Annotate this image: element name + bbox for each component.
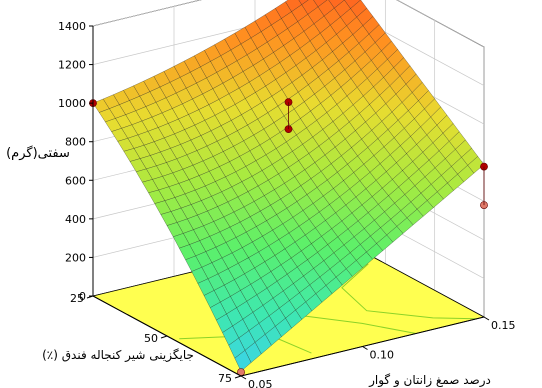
z-tick-label: 800 bbox=[65, 136, 86, 149]
z-tick-label: 1200 bbox=[58, 59, 86, 72]
z-axis-label: سفتی(گرم) bbox=[6, 145, 70, 161]
x-tick-label: 75 bbox=[218, 372, 232, 385]
response-surface bbox=[92, 0, 485, 372]
x-tick bbox=[234, 375, 242, 379]
floor-contour bbox=[341, 263, 477, 320]
x-tick-label: 25 bbox=[70, 292, 84, 305]
x-tick bbox=[160, 335, 168, 339]
y-tick bbox=[362, 346, 368, 350]
x-axis-label: جایگزینی شیر کنجاله فندق (٪) bbox=[42, 348, 194, 363]
y-tick-label: 0.15 bbox=[491, 319, 516, 332]
z-tick-label: 0 bbox=[79, 290, 86, 303]
z-tick-label: 400 bbox=[65, 213, 86, 226]
z-tick-label: 1400 bbox=[58, 20, 86, 33]
y-tick-label: 0.10 bbox=[370, 349, 395, 362]
z-tick-label: 600 bbox=[65, 174, 86, 187]
z-tick-label: 1000 bbox=[58, 97, 86, 110]
z-tick-label: 200 bbox=[65, 251, 86, 264]
x-tick bbox=[86, 295, 94, 299]
y-tick bbox=[240, 375, 247, 380]
y-tick bbox=[483, 316, 490, 321]
tick-labels: 0 200 400 600 800 1000 1200 1400 25 50 75 0.05 0.10 0… bbox=[58, 20, 516, 388]
y-axis-label: درصد صمغ زانتان و گوار bbox=[368, 373, 491, 388]
y-tick-label: 0.05 bbox=[248, 378, 273, 388]
surface-cell bbox=[234, 350, 252, 372]
x-tick-label: 50 bbox=[144, 332, 158, 345]
